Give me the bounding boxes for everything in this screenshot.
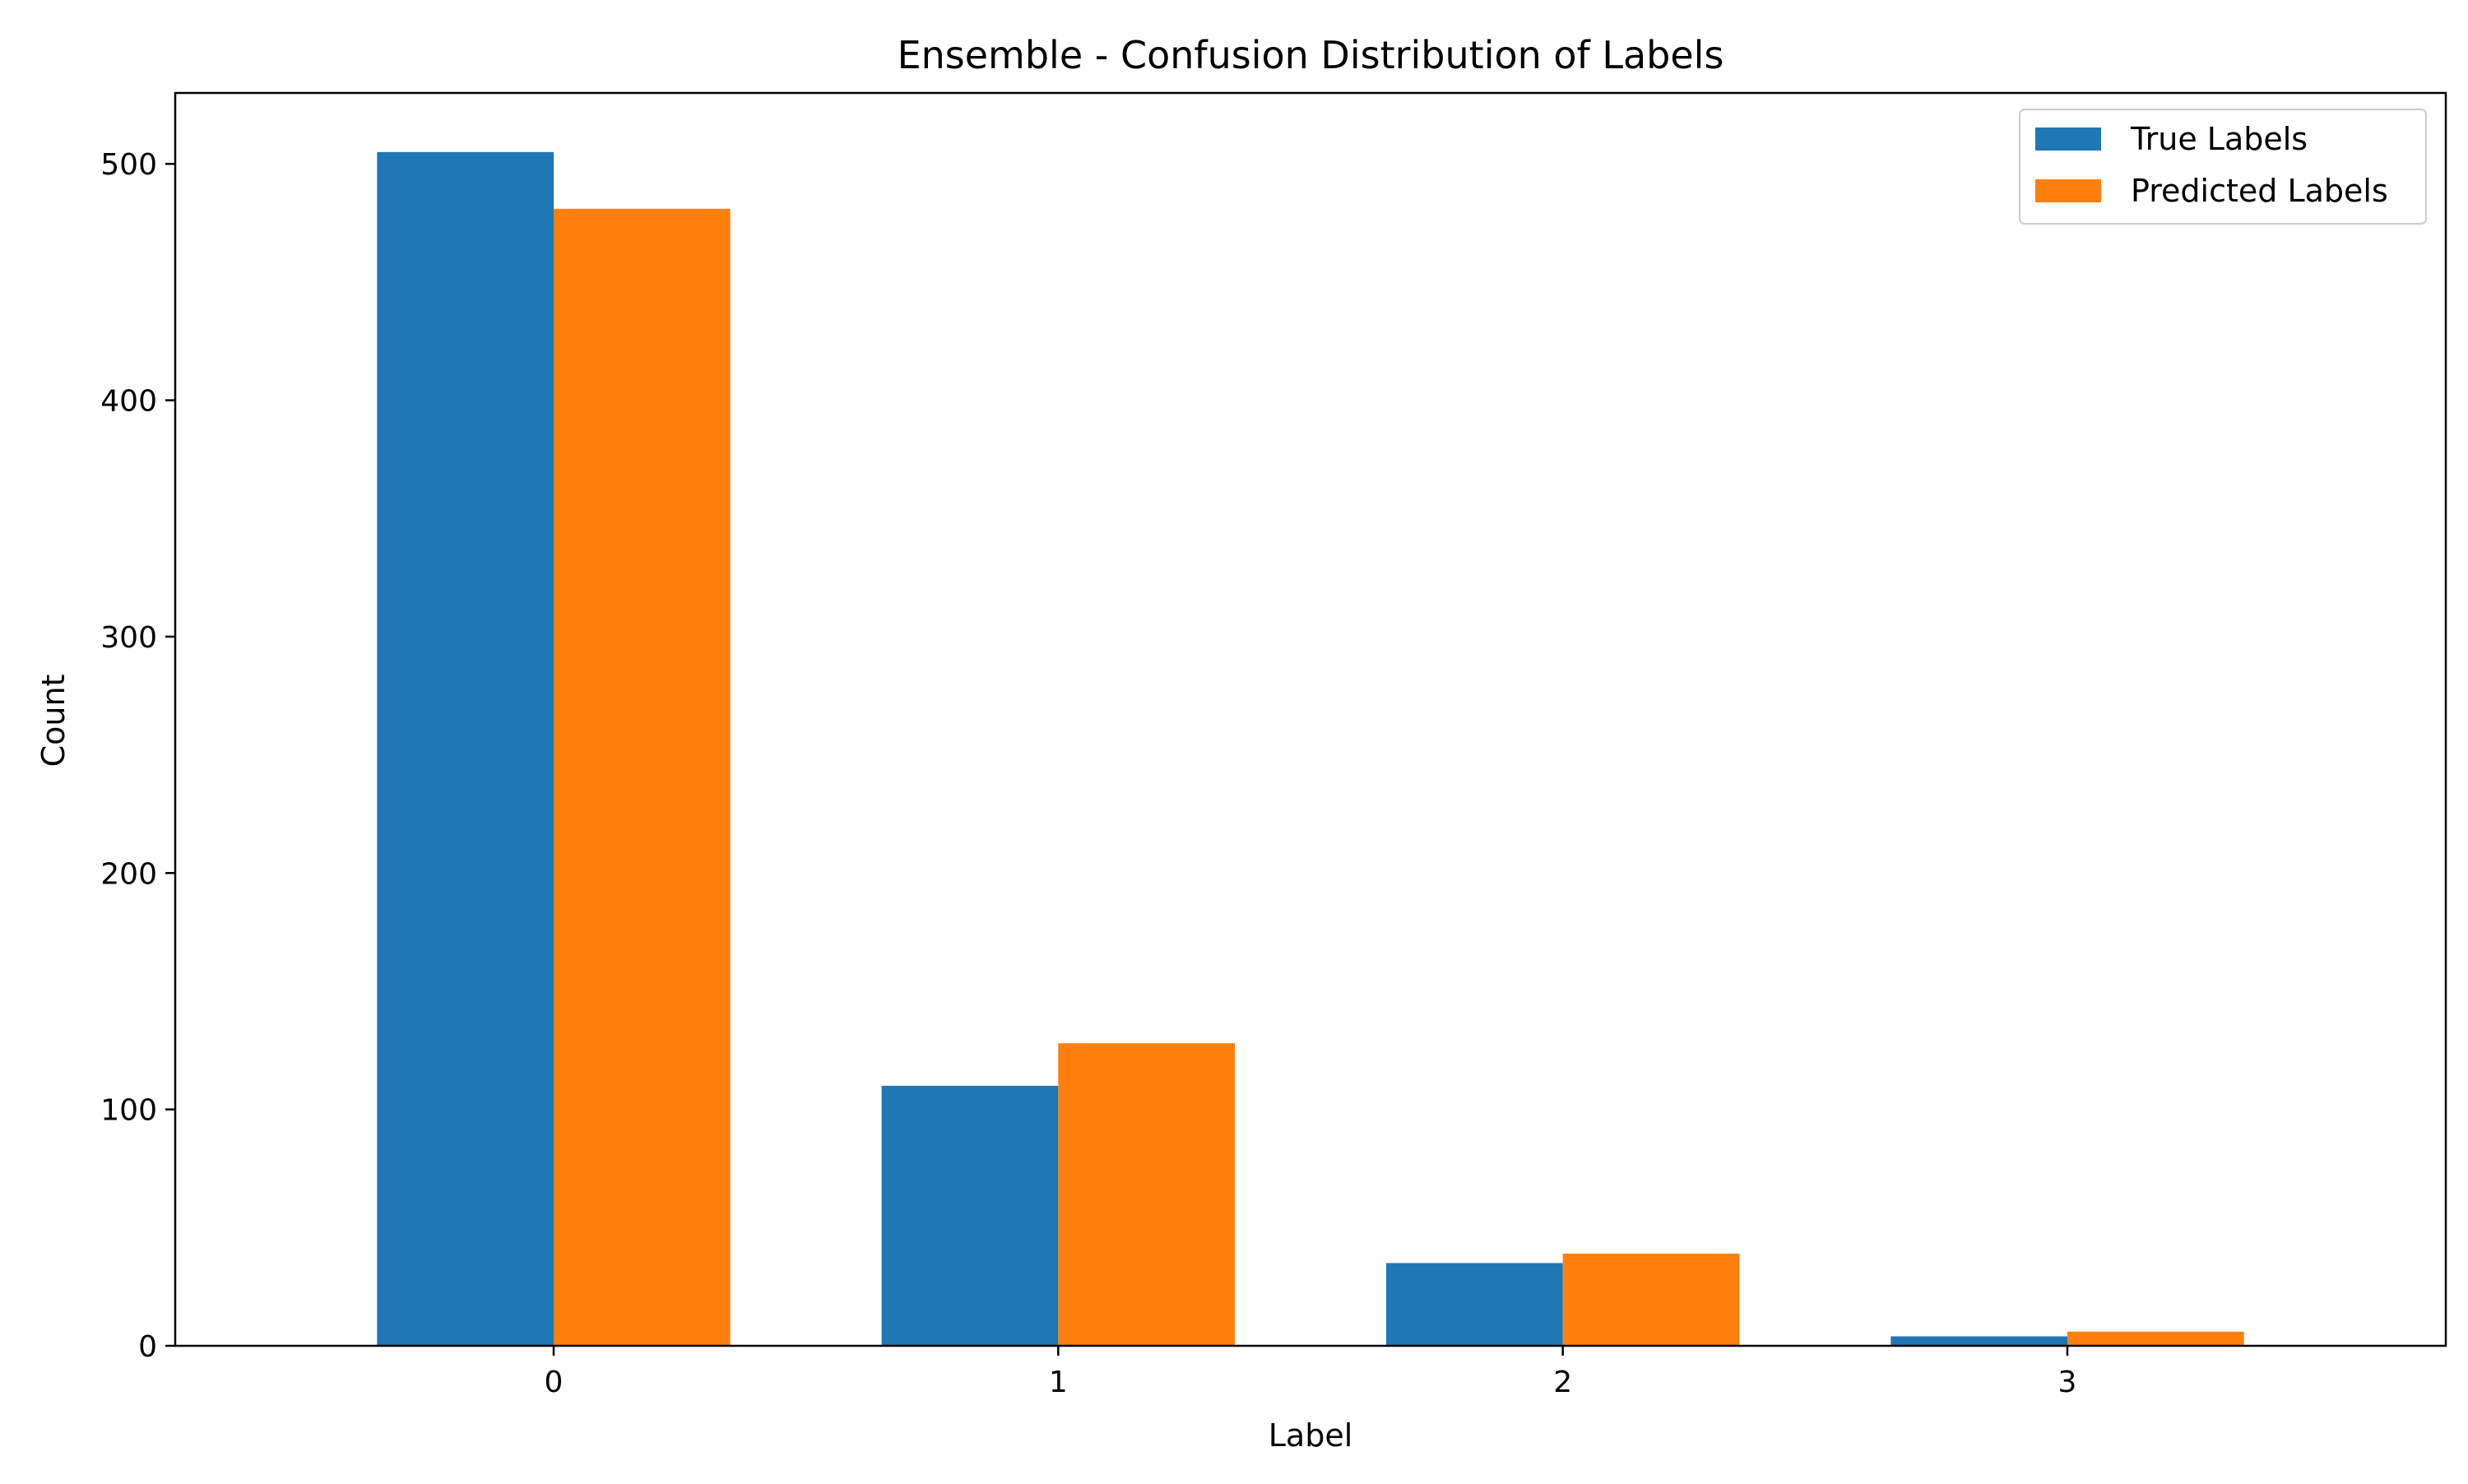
legend-label-predicted-labels: Predicted Labels (2131, 173, 2388, 209)
legend-label-true-labels: True Labels (2130, 121, 2308, 157)
bar-true-labels-2 (1386, 1263, 1563, 1346)
legend: True Labels Predicted Labels (2019, 109, 2427, 225)
legend-box (2019, 109, 2427, 225)
bar-true-labels-0 (377, 151, 554, 1347)
y-tick-label: 300 (100, 621, 157, 655)
y-tick-label: 0 (138, 1330, 157, 1364)
y-axis-label: Count (35, 675, 72, 768)
y-tick-label: 100 (100, 1094, 157, 1128)
y-tick-label: 400 (100, 385, 157, 419)
y-tick-label: 500 (100, 148, 157, 182)
bar-predicted-labels-1 (1058, 1043, 1235, 1346)
bar-true-labels-1 (881, 1085, 1059, 1346)
x-tick-label: 3 (2058, 1366, 2077, 1399)
bars-group (377, 151, 2244, 1347)
legend-swatch-predicted-labels (2035, 179, 2101, 202)
bar-true-labels-3 (1890, 1336, 2067, 1346)
legend-swatch-true-labels (2035, 128, 2101, 151)
bar-predicted-labels-2 (1562, 1253, 1740, 1346)
x-tick-label: 0 (545, 1366, 564, 1399)
plot-area-frame (174, 91, 2447, 1347)
chart-title: Ensemble - Confusion Distribution of Lab… (898, 33, 1724, 77)
axis-ticks-group: 0 1 2 3 0 100 200 300 400 500 (100, 148, 2076, 1399)
x-tick-label: 2 (1553, 1366, 1572, 1399)
bar-predicted-labels-0 (554, 208, 731, 1346)
y-tick-label: 200 (100, 857, 157, 891)
x-axis-label: Label (1269, 1417, 1353, 1454)
bar-predicted-labels-3 (2067, 1331, 2244, 1346)
x-tick-label: 1 (1049, 1366, 1068, 1399)
